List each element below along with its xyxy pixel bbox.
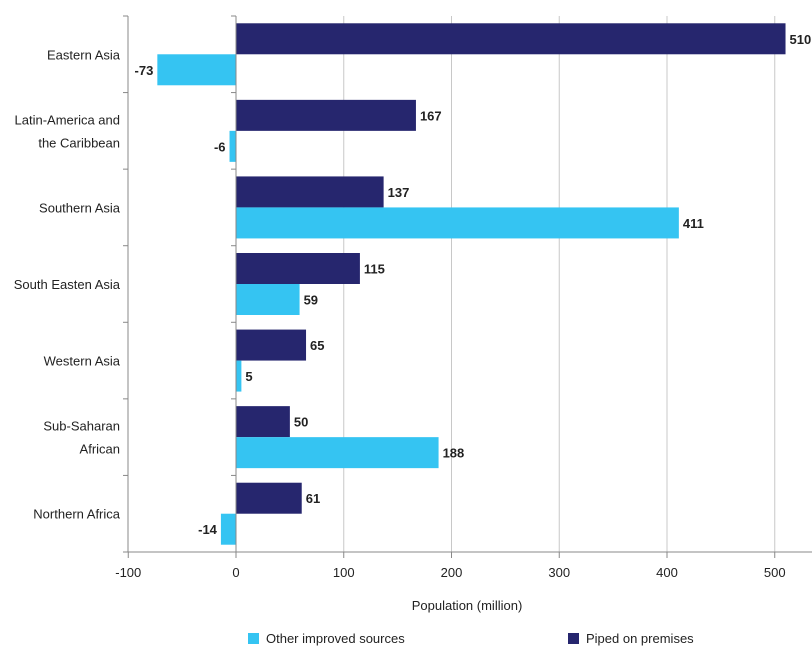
data-label: 50 — [294, 415, 308, 430]
data-label: 5 — [245, 369, 252, 384]
data-label: 59 — [304, 293, 318, 308]
x-tick-label: 300 — [548, 565, 570, 580]
gridlines — [343, 16, 776, 552]
bar-other — [229, 130, 236, 162]
labels: -100 0 100 200 300 400 500 510 -73 Eastern Asia 16… — [14, 32, 811, 580]
data-label: 61 — [306, 491, 320, 506]
bar-other — [236, 207, 679, 239]
category-label: Eastern Asia — [47, 47, 121, 62]
category-label: Southern Asia — [39, 200, 121, 215]
axes — [123, 15, 812, 558]
bar-piped — [236, 329, 307, 361]
bar-other — [157, 54, 236, 86]
data-label: 137 — [388, 185, 410, 200]
bar-piped — [236, 99, 416, 131]
bar-piped — [236, 176, 384, 208]
bar-piped — [236, 482, 302, 514]
bar-other — [236, 437, 439, 469]
data-label: -6 — [214, 139, 226, 154]
category-label: Latin-America and the Caribbean — [15, 112, 121, 150]
data-label: 188 — [443, 446, 465, 461]
x-tick-label: 100 — [333, 565, 355, 580]
category-label: South Easten Asia — [14, 277, 121, 292]
x-tick-label: 0 — [232, 565, 239, 580]
category-label: Northern Africa — [33, 507, 120, 522]
x-axis-title: Population (million) — [412, 598, 523, 613]
bar-other — [236, 360, 242, 392]
legend-swatch — [248, 633, 259, 644]
x-tick-label: -100 — [115, 565, 141, 580]
data-label: 167 — [420, 108, 442, 123]
x-tick-label: 500 — [764, 565, 786, 580]
x-tick-label: 200 — [441, 565, 463, 580]
bar-other — [236, 284, 300, 315]
x-tick-label: 400 — [656, 565, 678, 580]
legend-label: Piped on premises — [586, 631, 694, 646]
bars — [157, 23, 786, 545]
data-label: -73 — [135, 63, 154, 78]
bar-piped — [236, 253, 360, 284]
data-label: 411 — [683, 216, 704, 231]
data-label: 510 — [790, 32, 812, 47]
bar-other — [220, 513, 236, 545]
category-label: Western Asia — [44, 354, 121, 369]
data-label: 115 — [364, 262, 385, 277]
bar-piped — [236, 23, 786, 55]
bar-piped — [236, 406, 290, 438]
legend-swatch — [568, 633, 579, 644]
legend: Other improved sources Piped on premises — [248, 631, 694, 646]
data-label: -14 — [198, 522, 218, 537]
category-label: Sub-Saharan African — [43, 419, 120, 457]
data-label: 65 — [310, 338, 324, 353]
legend-label: Other improved sources — [266, 631, 405, 646]
